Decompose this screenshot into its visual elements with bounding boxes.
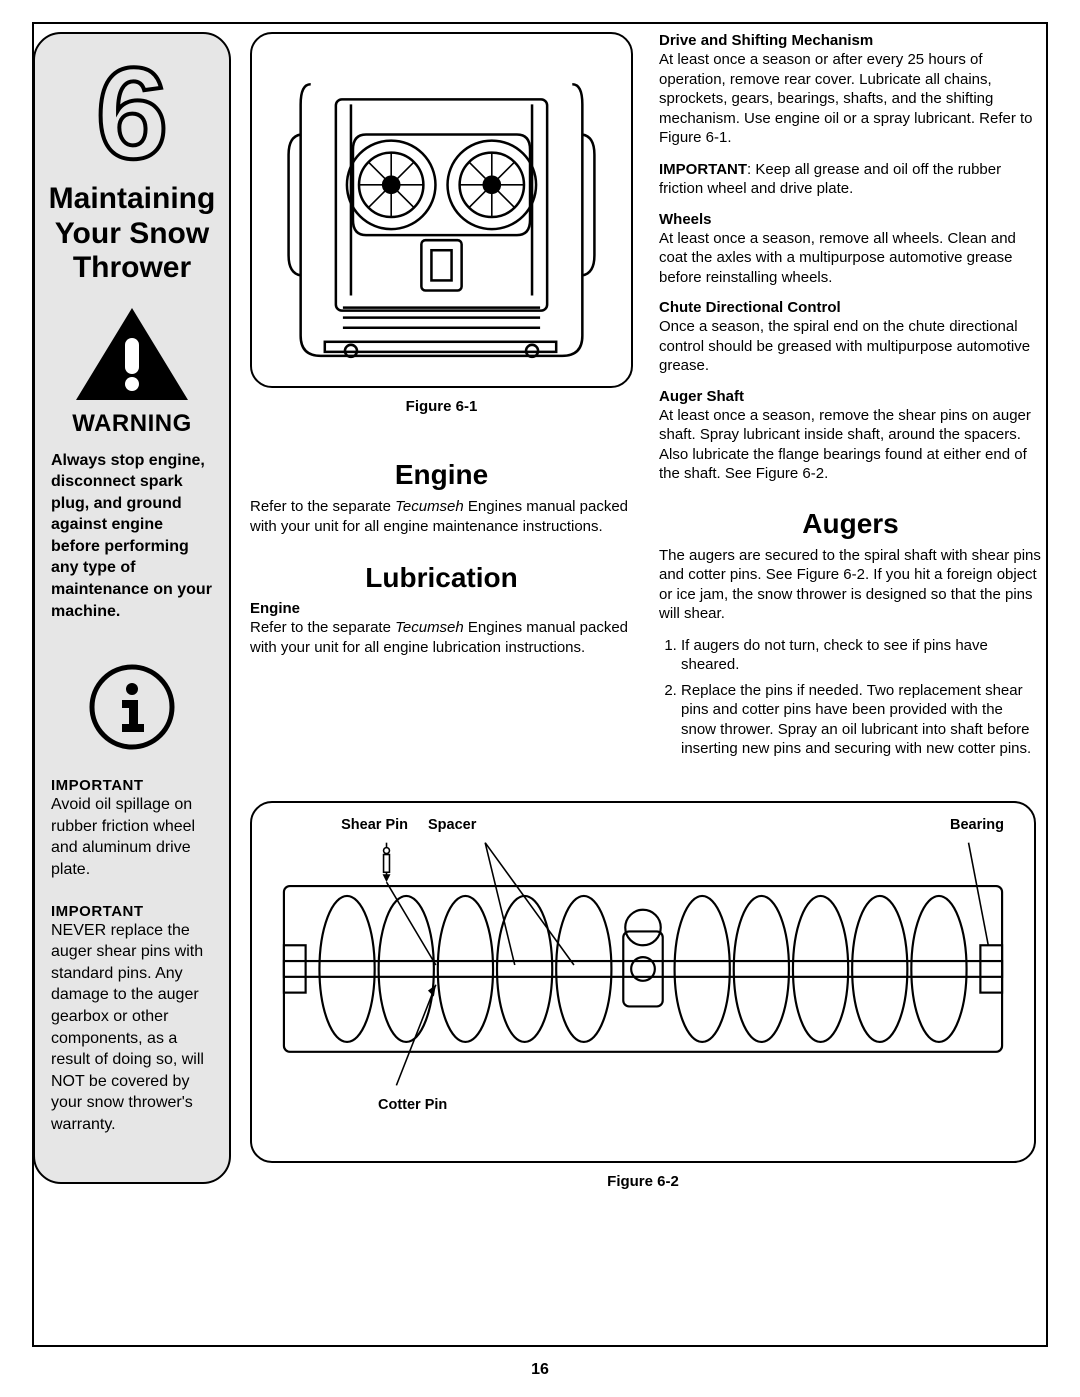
drive-important-label: IMPORTANT — [659, 161, 747, 178]
sidebar-box: 6 Maintaining Your Snow Thrower WARNING … — [33, 32, 231, 1184]
important-block-1: IMPORTANT Avoid oil spillage on rubber f… — [45, 777, 219, 902]
figure-6-2-top-labels: Shear Pin Spacer Bearing — [278, 817, 1008, 833]
important-text-2: NEVER replace the auger shear pins with … — [51, 920, 213, 1136]
chute-text: Once a season, the spiral end on the chu… — [659, 317, 1042, 376]
chapter-title-line1: Maintaining — [49, 182, 216, 215]
important-label-2: IMPORTANT — [51, 903, 213, 920]
warning-label: WARNING — [72, 410, 192, 438]
lubrication-heading: Lubrication — [250, 562, 633, 594]
engine-text-pre: Refer to the separate — [250, 498, 395, 515]
figure-6-2-box: Shear Pin Spacer Bearing — [250, 801, 1036, 1163]
important-block-2: IMPORTANT NEVER replace the auger shear … — [45, 903, 219, 1158]
label-bearing: Bearing — [950, 817, 1008, 833]
engine-text: Refer to the separate Tecumseh Engines m… — [250, 497, 633, 536]
warning-triangle-icon — [72, 304, 192, 404]
figure-6-2-wrap: Shear Pin Spacer Bearing — [250, 801, 1042, 1190]
warning-text: Always stop engine, disconnect spark plu… — [45, 450, 219, 623]
page-content: 6 Maintaining Your Snow Thrower WARNING … — [32, 22, 1048, 1347]
lube-engine-subhead: Engine — [250, 600, 633, 617]
drive-subhead: Drive and Shifting Mechanism — [659, 32, 1042, 49]
figure-6-1-caption: Figure 6-1 — [250, 398, 633, 415]
drive-text: At least once a season or after every 25… — [659, 50, 1042, 148]
wheels-text: At least once a season, remove all wheel… — [659, 229, 1042, 288]
two-column-layout: Figure 6-1 Engine Refer to the separate … — [250, 32, 1042, 765]
augers-list-item-2: Replace the pins if needed. Two replacem… — [681, 681, 1042, 759]
important-text-1: Avoid oil spillage on rubber friction wh… — [51, 794, 213, 880]
figure-6-1-illustration — [262, 44, 621, 376]
lube-engine-pre: Refer to the separate — [250, 619, 395, 636]
label-cotter-pin: Cotter Pin — [278, 1097, 1008, 1113]
lube-engine-italic: Tecumseh — [395, 619, 464, 636]
wheels-subhead: Wheels — [659, 211, 1042, 228]
drive-important: IMPORTANT: Keep all grease and oil off t… — [659, 160, 1042, 199]
augers-list: If augers do not turn, check to see if p… — [659, 636, 1042, 759]
figure-6-2-illustration — [278, 835, 1008, 1095]
chute-subhead: Chute Directional Control — [659, 299, 1042, 316]
chapter-number: 6 — [96, 48, 168, 178]
engine-text-italic: Tecumseh — [395, 498, 464, 515]
info-icon — [89, 664, 175, 755]
label-shear-pin: Shear Pin — [278, 817, 418, 833]
auger-shaft-text: At least once a season, remove the shear… — [659, 406, 1042, 484]
sidebar: 6 Maintaining Your Snow Thrower WARNING … — [32, 22, 232, 1347]
augers-text: The augers are secured to the spiral sha… — [659, 546, 1042, 624]
main-content: Figure 6-1 Engine Refer to the separate … — [250, 22, 1048, 1347]
auger-shaft-subhead: Auger Shaft — [659, 388, 1042, 405]
label-spacer: Spacer — [418, 817, 538, 833]
important-label-1: IMPORTANT — [51, 777, 213, 794]
chapter-title-line2: Your Snow — [55, 217, 209, 250]
right-column: Drive and Shifting Mechanism At least on… — [659, 32, 1042, 765]
left-column: Figure 6-1 Engine Refer to the separate … — [250, 32, 633, 765]
engine-heading: Engine — [250, 459, 633, 491]
augers-heading: Augers — [659, 508, 1042, 540]
chapter-title: Maintaining Your Snow Thrower — [49, 182, 216, 286]
figure-6-2-caption: Figure 6-2 — [250, 1173, 1036, 1190]
lube-engine-text: Refer to the separate Tecumseh Engines m… — [250, 618, 633, 657]
page-number: 16 — [0, 1361, 1080, 1379]
augers-list-item-1: If augers do not turn, check to see if p… — [681, 636, 1042, 675]
figure-6-1-box — [250, 32, 633, 388]
chapter-title-line3: Thrower — [73, 251, 191, 284]
